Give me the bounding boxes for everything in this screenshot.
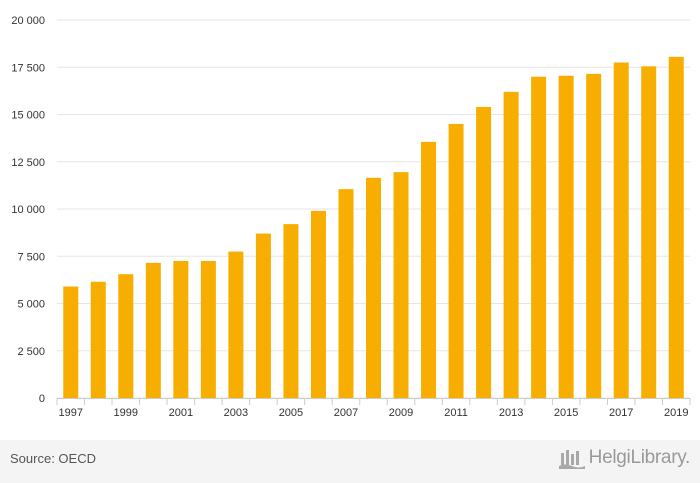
bar-2012 (476, 106, 492, 398)
bar-2019 (668, 56, 684, 398)
bar-2011 (448, 123, 464, 398)
x-tick-label: 2019 (664, 407, 688, 419)
bar-1997 (63, 286, 79, 398)
x-tick-label: 1999 (114, 407, 138, 419)
bar-2005 (283, 224, 299, 398)
y-tick-label: 10 000 (11, 204, 45, 216)
source-label: Source: OECD (10, 451, 96, 466)
y-tick-label: 0 (39, 393, 45, 405)
y-tick-label: 7 500 (17, 251, 45, 263)
bar-2010 (421, 141, 437, 398)
x-tick-label: 2009 (389, 407, 413, 419)
bar-2015 (558, 75, 574, 398)
bar-2018 (641, 66, 657, 399)
bar-2009 (393, 172, 409, 398)
brand-logo[interactable]: HelgiLibrary. (558, 447, 691, 469)
brand-name: HelgiLibrary. (588, 447, 691, 468)
x-tick-label: 2001 (169, 407, 193, 419)
y-tick-label: 15 000 (11, 110, 45, 122)
bar-2016 (586, 73, 602, 399)
library-logo-icon (558, 447, 585, 469)
y-tick-label: 2 500 (17, 346, 45, 358)
y-tick-label: 5 000 (17, 299, 45, 311)
bar-2002 (200, 260, 216, 398)
footer: Source: OECD HelgiLibrary. (0, 440, 700, 483)
y-tick-label: 17 500 (11, 62, 45, 74)
x-tick-label: 2005 (279, 407, 303, 419)
bar-1998 (90, 281, 106, 398)
bar-2008 (366, 177, 381, 398)
bar-2013 (503, 91, 519, 398)
bar-2000 (145, 262, 161, 398)
bar-chart: 0 2 500 5 000 7 500 10 000 12 500 15 000 17 500… (11, 15, 691, 419)
bar-2007 (338, 189, 354, 398)
bar-2017 (613, 62, 629, 399)
x-tick-label: 2017 (609, 407, 633, 419)
bar-2014 (531, 76, 547, 398)
bar-2004 (255, 233, 271, 398)
x-tick-label: 2003 (224, 407, 248, 419)
x-tick-label: 2007 (334, 407, 358, 419)
bar-2003 (228, 251, 244, 398)
bar-2001 (173, 260, 189, 398)
y-tick-label: 12 500 (11, 157, 45, 169)
bar-1999 (118, 274, 134, 398)
chart: 0 2 500 5 000 7 500 10 000 12 500 15 000 17 500… (11, 15, 691, 419)
bar-2006 (310, 210, 326, 398)
x-tick-label: 1997 (59, 407, 83, 419)
y-tick-label: 20 000 (11, 15, 45, 27)
x-tick-label: 2015 (554, 407, 578, 419)
x-tick-label: 2013 (499, 407, 523, 419)
x-tick-label: 2011 (444, 407, 468, 419)
